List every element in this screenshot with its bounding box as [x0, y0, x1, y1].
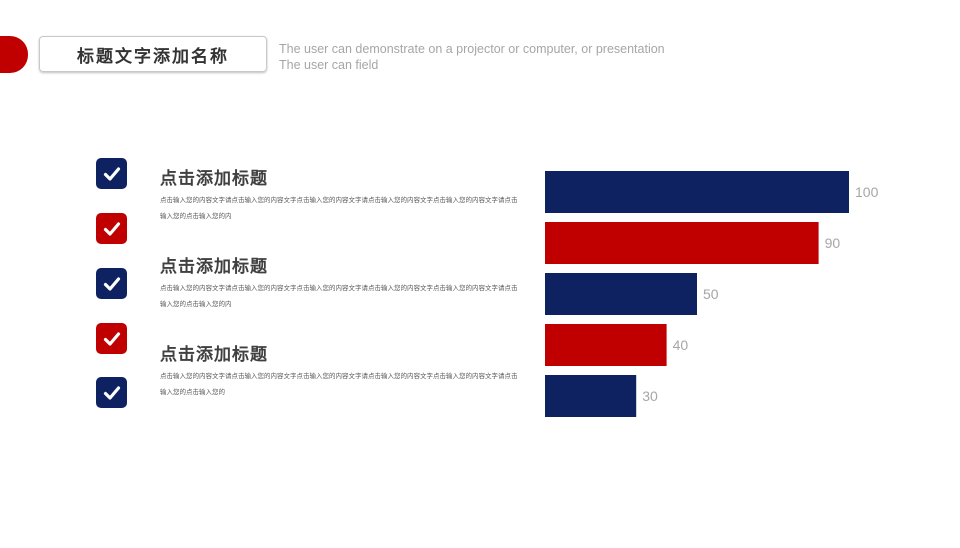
page-title: 标题文字添加名称 — [77, 46, 229, 67]
bar-value-label-1: 100 — [855, 184, 879, 200]
bar-value-label-3: 50 — [703, 286, 719, 302]
bar-3 — [545, 273, 697, 315]
checkmark-icon — [103, 331, 120, 346]
item-title-3: 点击添加标题 — [160, 345, 268, 365]
check-box-2 — [96, 213, 127, 244]
check-box-4 — [96, 323, 127, 354]
bar-value-label-5: 30 — [642, 388, 658, 404]
bar-4 — [545, 324, 667, 366]
title-accent-tab — [0, 36, 28, 73]
check-box-5 — [96, 377, 127, 408]
check-box-1 — [96, 158, 127, 189]
item-title-2: 点击添加标题 — [160, 257, 268, 277]
bar-value-label-2: 90 — [825, 235, 841, 251]
title-box: 标题文字添加名称 — [39, 36, 267, 72]
item-body-3: 点击输入您的内容文字请点击输入您的内容文字点击输入您的内容文字请点击输入您的内容… — [160, 372, 518, 396]
bar-5 — [545, 375, 637, 417]
subtitle-line-2: The user can field — [279, 58, 379, 72]
checkmark-icon — [103, 385, 120, 400]
bar-chart: 100 90 50 40 30 — [545, 171, 879, 417]
subtitle-line-1: The user can demonstrate on a projector … — [279, 42, 665, 56]
checkmark-icon — [103, 166, 120, 181]
item-title-1: 点击添加标题 — [160, 169, 268, 189]
checkmark-icon — [103, 276, 120, 291]
bar-1 — [545, 171, 849, 213]
checkmark-icon — [103, 221, 120, 236]
item-body-2: 点击输入您的内容文字请点击输入您的内容文字点击输入您的内容文字请点击输入您的内容… — [160, 284, 518, 308]
check-box-3 — [96, 268, 127, 299]
bar-value-label-4: 40 — [673, 337, 689, 353]
item-body-1: 点击输入您的内容文字请点击输入您的内容文字点击输入您的内容文字请点击输入您的内容… — [160, 196, 518, 220]
bar-2 — [545, 222, 819, 264]
subtitle: The user can demonstrate on a projector … — [279, 41, 699, 73]
